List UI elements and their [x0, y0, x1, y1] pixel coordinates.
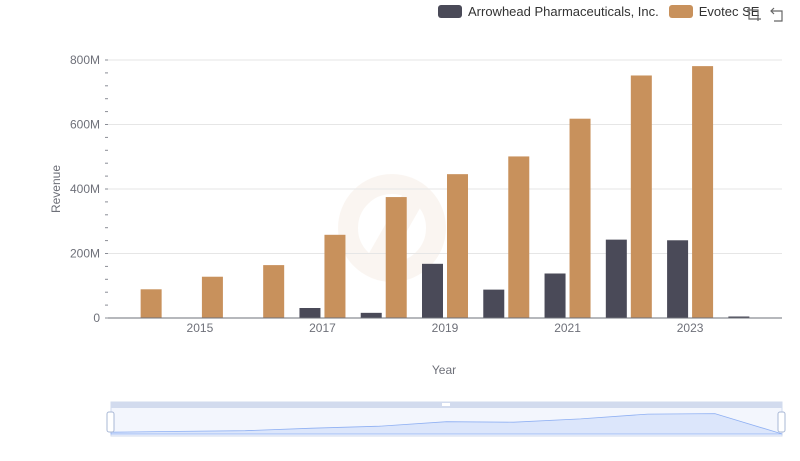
y-axis-tick-labels: 0 200M 400M 600M 800M: [70, 53, 100, 325]
bar-evotec-2018[interactable]: [385, 197, 407, 318]
zoom-icon[interactable]: [746, 6, 762, 22]
bar-evotec-2019[interactable]: [447, 174, 468, 318]
y-tick-label: 600M: [70, 118, 100, 132]
bar-arrowhead-2017[interactable]: [299, 308, 321, 318]
data-zoom-left-handle[interactable]: [106, 411, 115, 433]
legend-swatch-arrowhead: [438, 5, 462, 18]
chart-legend: Arrowhead Pharmaceuticals, Inc. Evotec S…: [438, 4, 759, 19]
bar-evotec-2020[interactable]: [508, 156, 530, 318]
bar-evotec-2022[interactable]: [630, 75, 652, 318]
legend-label-evotec: Evotec SE: [698, 4, 760, 19]
minor-ticks: [105, 59, 108, 319]
x-tick-label: 2019: [432, 321, 459, 335]
bar-arrowhead-2020[interactable]: [483, 289, 505, 318]
x-tick-label: 2021: [554, 321, 581, 335]
y-axis-title: Revenue: [49, 165, 63, 213]
bar-arrowhead-2024[interactable]: [728, 316, 750, 319]
x-axis-title: Year: [432, 363, 456, 377]
data-zoom-right-handle[interactable]: [777, 411, 786, 433]
bar-evotec-2017[interactable]: [324, 234, 346, 318]
bar-evotec-2023[interactable]: [692, 66, 714, 318]
y-tick-label: 200M: [70, 247, 100, 261]
data-zoom-preview-area: [110, 413, 783, 435]
y-tick-label: 0: [93, 311, 100, 325]
chart-toolbox: [746, 6, 786, 22]
legend-label-arrowhead: Arrowhead Pharmaceuticals, Inc.: [468, 4, 659, 19]
bar-arrowhead-2021[interactable]: [544, 273, 566, 318]
bar-arrowhead-2019[interactable]: [422, 263, 443, 318]
bars[interactable]: [140, 66, 750, 319]
y-tick-label: 800M: [70, 53, 100, 67]
bar-evotec-2021[interactable]: [569, 118, 591, 318]
bar-arrowhead-2023[interactable]: [667, 240, 689, 318]
x-axis-tick-labels: 2015 2017 2019 2021 2023: [187, 321, 704, 335]
legend-item-evotec[interactable]: Evotec SE: [668, 4, 760, 19]
bar-evotec-2015[interactable]: [201, 276, 223, 318]
bar-arrowhead-2022[interactable]: [605, 239, 627, 318]
x-tick-label: 2015: [187, 321, 214, 335]
x-tick-label: 2023: [677, 321, 704, 335]
legend-swatch-evotec: [668, 5, 693, 18]
reset-zoom-icon[interactable]: [770, 6, 786, 22]
data-zoom-slider[interactable]: [106, 401, 786, 437]
bar-arrowhead-2018[interactable]: [360, 312, 382, 318]
x-tick-label: 2017: [309, 321, 336, 335]
y-tick-label: 400M: [70, 182, 100, 196]
bar-evotec-2016[interactable]: [263, 265, 285, 318]
data-zoom-center-grip[interactable]: [442, 403, 450, 406]
legend-item-arrowhead[interactable]: Arrowhead Pharmaceuticals, Inc.: [438, 4, 659, 19]
bar-evotec-2014[interactable]: [140, 289, 162, 318]
